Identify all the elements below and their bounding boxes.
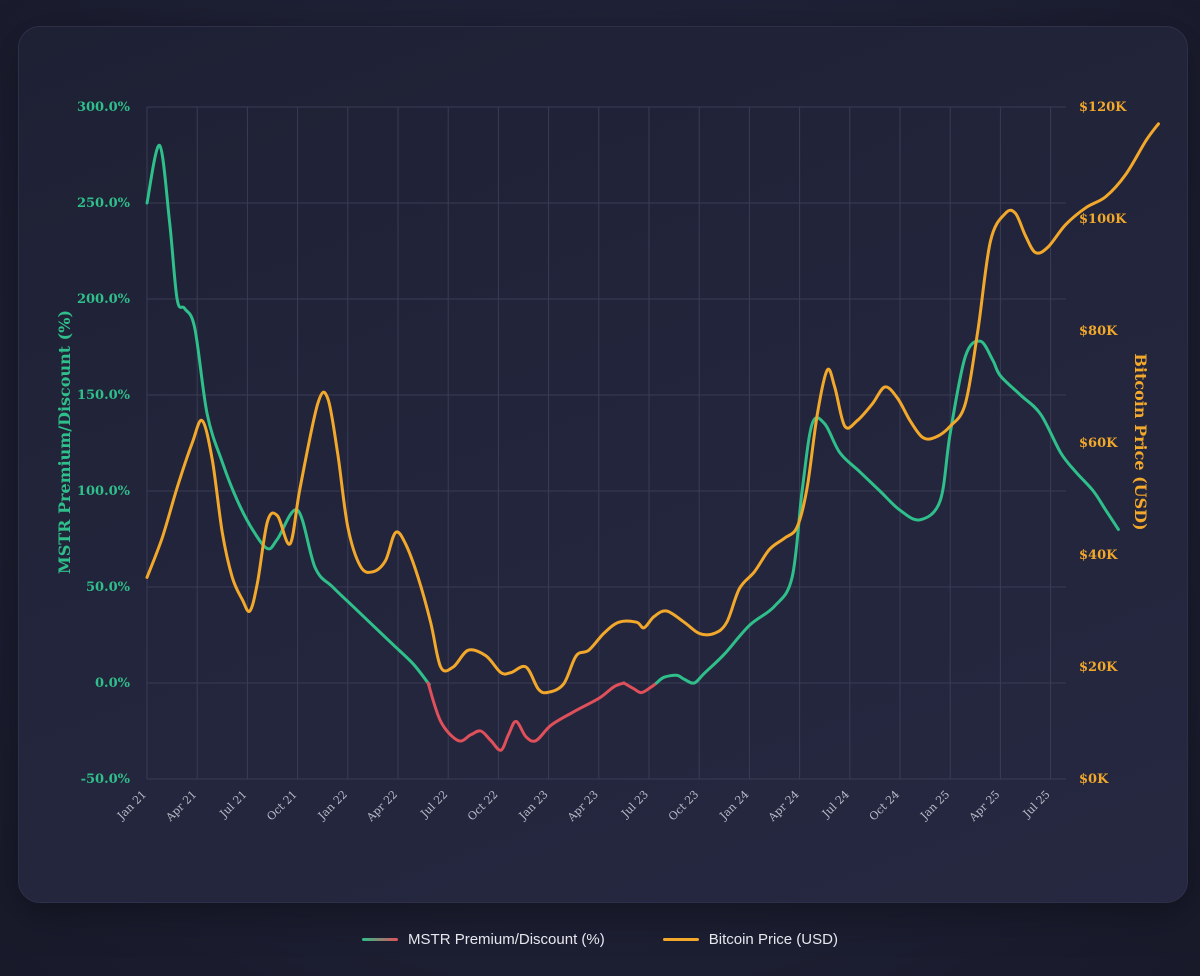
legend-label-mstr: MSTR Premium/Discount (%) [408, 931, 605, 948]
x-tick-label: Apr 23 [564, 788, 601, 825]
right-tick-label: $40K [1079, 548, 1118, 563]
legend-label-bitcoin: Bitcoin Price (USD) [708, 931, 838, 948]
x-tick-label: Jul 25 [1020, 788, 1053, 821]
x-tick-label: Apr 24 [765, 788, 802, 825]
x-tick-label: Oct 21 [264, 788, 299, 823]
x-tick-label: Jan 22 [315, 788, 350, 823]
x-tick-label: Jul 23 [618, 788, 651, 821]
left-tick-label: -50.0% [81, 772, 131, 787]
right-tick-label: $20K [1079, 660, 1118, 675]
left-tick-label: 250.0% [77, 196, 131, 211]
x-tick-label: Jul 22 [417, 788, 450, 821]
left-axis-title: MSTR Premium/Discount (%) [55, 310, 74, 574]
bitcoin-price-line [145, 122, 1160, 695]
mstr-premium-line-negative [426, 681, 626, 752]
legend-swatch-bitcoin [662, 938, 699, 941]
x-axis-ticks: Jan 21 Apr 21 Jul 21 Oct 21 Jan 22 Apr 22 Jul … [114, 788, 1053, 825]
left-tick-label: 0.0% [95, 676, 131, 691]
left-tick-label: 300.0% [77, 100, 131, 115]
legend-swatch-mstr [362, 938, 399, 941]
chart-legend: MSTR Premium/Discount (%) Bitcoin Price … [0, 931, 1200, 948]
left-tick-label: 150.0% [77, 388, 131, 403]
mstr-premium-line-negative [622, 681, 658, 695]
right-axis-ticks: $120K $100K $80K $60K $40K $20K $0K [1079, 100, 1127, 787]
legend-item-bitcoin[interactable]: Bitcoin Price (USD) [662, 931, 838, 948]
left-tick-label: 50.0% [86, 580, 131, 595]
x-tick-label: Oct 24 [867, 788, 902, 823]
x-tick-label: Jan 23 [516, 788, 551, 823]
x-tick-label: Jan 21 [114, 788, 149, 823]
right-tick-label: $100K [1079, 212, 1127, 227]
right-tick-label: $0K [1079, 772, 1109, 787]
x-tick-label: Apr 22 [364, 788, 401, 825]
left-tick-label: 100.0% [77, 484, 131, 499]
legend-item-mstr[interactable]: MSTR Premium/Discount (%) [362, 931, 605, 948]
x-tick-label: Jul 24 [819, 788, 852, 821]
left-tick-label: 200.0% [77, 292, 131, 307]
x-tick-label: Oct 22 [465, 788, 500, 823]
x-tick-label: Apr 25 [966, 788, 1003, 825]
mstr-premium-line-positive [655, 339, 1120, 685]
x-tick-label: Jan 24 [716, 788, 751, 823]
series-lines [145, 122, 1160, 752]
x-tick-label: Oct 23 [666, 788, 701, 823]
mstr-premium-line-positive [145, 143, 431, 686]
right-tick-label: $60K [1079, 436, 1118, 451]
right-axis-title: Bitcoin Price (USD) [1131, 353, 1150, 530]
x-tick-label: Jan 25 [917, 788, 952, 823]
right-tick-label: $80K [1079, 324, 1118, 339]
x-tick-label: Apr 21 [163, 788, 200, 825]
x-tick-label: Jul 21 [217, 788, 250, 821]
grid-lines [146, 106, 1066, 780]
left-axis-ticks: 300.0% 250.0% 200.0% 150.0% 100.0% 50.0% 0.0% -… [77, 100, 131, 787]
right-tick-label: $120K [1079, 100, 1127, 115]
